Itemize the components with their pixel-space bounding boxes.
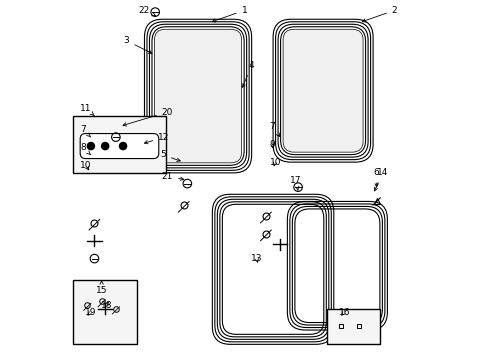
Text: 18: 18 (101, 301, 112, 310)
Circle shape (87, 143, 94, 150)
Text: 7: 7 (80, 126, 91, 137)
Text: 5: 5 (160, 150, 180, 161)
Circle shape (119, 143, 126, 150)
Text: 13: 13 (250, 254, 262, 263)
Text: 16: 16 (338, 308, 349, 317)
Text: 11: 11 (80, 104, 94, 116)
Bar (326, 309, 380, 344)
Bar (73, 280, 137, 344)
Circle shape (102, 143, 108, 150)
Text: 14: 14 (374, 168, 387, 191)
FancyBboxPatch shape (154, 29, 241, 163)
Text: 8: 8 (80, 143, 91, 155)
FancyBboxPatch shape (80, 134, 159, 158)
FancyBboxPatch shape (283, 29, 363, 152)
Text: 4: 4 (242, 61, 254, 87)
Text: 1: 1 (212, 6, 247, 22)
Text: 6: 6 (373, 168, 379, 187)
Text: 2: 2 (362, 6, 397, 22)
Text: 3: 3 (123, 36, 152, 53)
Text: 19: 19 (85, 308, 97, 317)
Text: 17: 17 (289, 176, 301, 190)
Text: 10: 10 (269, 158, 281, 167)
Text: 12: 12 (144, 132, 169, 144)
Bar (73, 116, 165, 173)
Text: 7: 7 (269, 122, 279, 136)
Text: 20: 20 (123, 108, 173, 126)
Text: 9: 9 (269, 140, 275, 149)
Text: 22: 22 (139, 6, 155, 16)
Text: 10: 10 (80, 161, 91, 170)
Text: 15: 15 (96, 280, 107, 295)
Text: 21: 21 (162, 172, 183, 181)
